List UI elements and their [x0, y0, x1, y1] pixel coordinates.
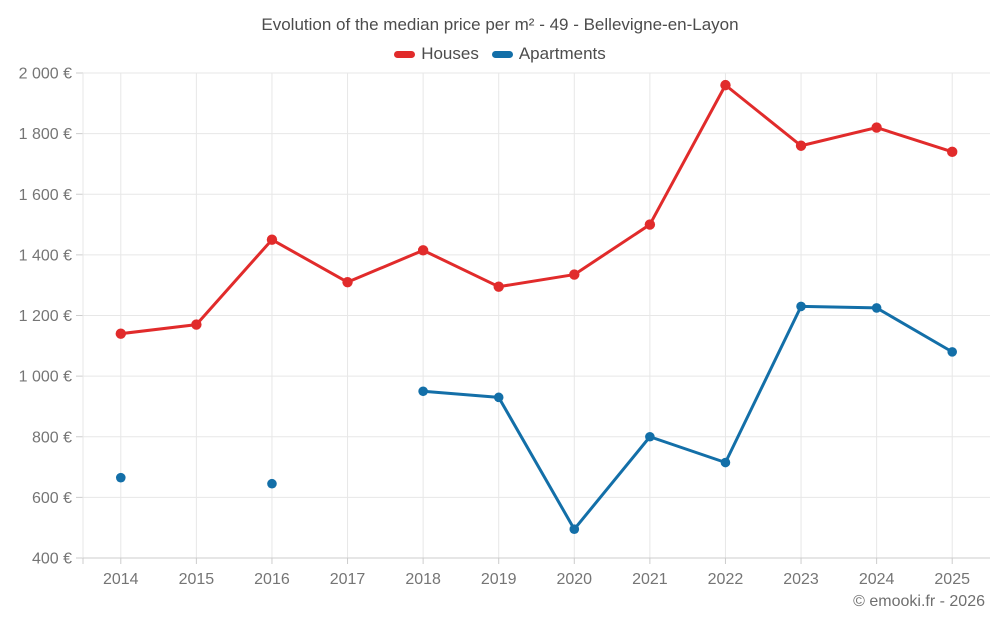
x-axis-tick-label: 2021	[632, 571, 668, 588]
data-point-apartments-2025[interactable]	[947, 347, 958, 357]
y-axis-tick-label: 1 800 €	[19, 126, 72, 143]
legend: Houses Apartments	[0, 44, 1000, 64]
data-point-apartments-2019[interactable]	[493, 392, 504, 403]
copyright: © emooki.fr - 2026	[853, 593, 985, 610]
apartments-legend-label: Apartments	[518, 44, 606, 63]
series-line-apartments	[421, 304, 954, 531]
y-axis-tick-label: 1 200 €	[19, 308, 72, 325]
data-point-houses-2015[interactable]	[191, 319, 202, 330]
series-line-houses	[119, 83, 954, 336]
data-point-houses-2016[interactable]	[266, 234, 278, 245]
houses-legend-label: Houses	[421, 44, 479, 63]
x-axis-tick-label: 2025	[934, 571, 970, 588]
data-point-apartments-2020[interactable]	[569, 524, 580, 535]
y-axis-tick-label: 600 €	[32, 490, 72, 507]
data-point-houses-2022[interactable]	[720, 79, 731, 91]
x-axis-tick-label: 2019	[481, 571, 517, 588]
data-point-houses-2020[interactable]	[569, 269, 580, 280]
x-axis-tick-label: 2020	[556, 571, 592, 588]
x-axis-tick-label: 2024	[859, 571, 895, 588]
data-point-apartments-2022[interactable]	[720, 457, 731, 468]
data-point-houses-2021[interactable]	[644, 219, 656, 230]
data-point-apartments-2021[interactable]	[645, 431, 655, 442]
data-point-apartments-2014[interactable]	[115, 472, 126, 483]
y-axis-tick-label: 2 000 €	[19, 66, 72, 83]
data-point-houses-2024[interactable]	[871, 122, 882, 133]
legend-item-apartments[interactable]: Apartments	[491, 44, 606, 64]
y-axis-tick-label: 1 000 €	[19, 369, 72, 386]
x-axis-tick-label: 2023	[783, 571, 819, 588]
data-point-houses-2014[interactable]	[115, 328, 126, 339]
legend-item-houses[interactable]: Houses	[394, 44, 479, 64]
data-point-houses-2025[interactable]	[947, 146, 958, 158]
data-point-apartments-2024[interactable]	[871, 303, 882, 313]
data-point-apartments-2018[interactable]	[418, 386, 428, 397]
x-axis-tick-label: 2014	[103, 571, 139, 588]
data-point-houses-2023[interactable]	[795, 140, 807, 151]
x-axis-tick-label: 2016	[254, 571, 290, 588]
apartments-legend-swatch	[491, 50, 513, 58]
x-axis-tick-label: 2018	[405, 571, 441, 588]
houses-legend-swatch	[394, 50, 416, 58]
y-axis-tick-label: 800 €	[32, 429, 72, 446]
data-point-apartments-2023[interactable]	[796, 301, 806, 312]
y-axis-tick-label: 1 400 €	[19, 247, 72, 264]
y-axis-tick-label: 400 €	[32, 551, 72, 568]
data-point-houses-2017[interactable]	[342, 276, 353, 288]
chart-title: Evolution of the median price per m² - 4…	[261, 15, 739, 34]
x-axis-tick-label: 2015	[179, 571, 215, 588]
data-point-apartments-2016[interactable]	[267, 478, 277, 489]
data-point-houses-2018[interactable]	[417, 245, 429, 256]
x-axis-tick-label: 2017	[330, 571, 366, 588]
y-axis-tick-label: 1 600 €	[19, 187, 72, 204]
data-point-houses-2019[interactable]	[493, 281, 504, 292]
x-axis-tick-label: 2022	[708, 571, 744, 588]
